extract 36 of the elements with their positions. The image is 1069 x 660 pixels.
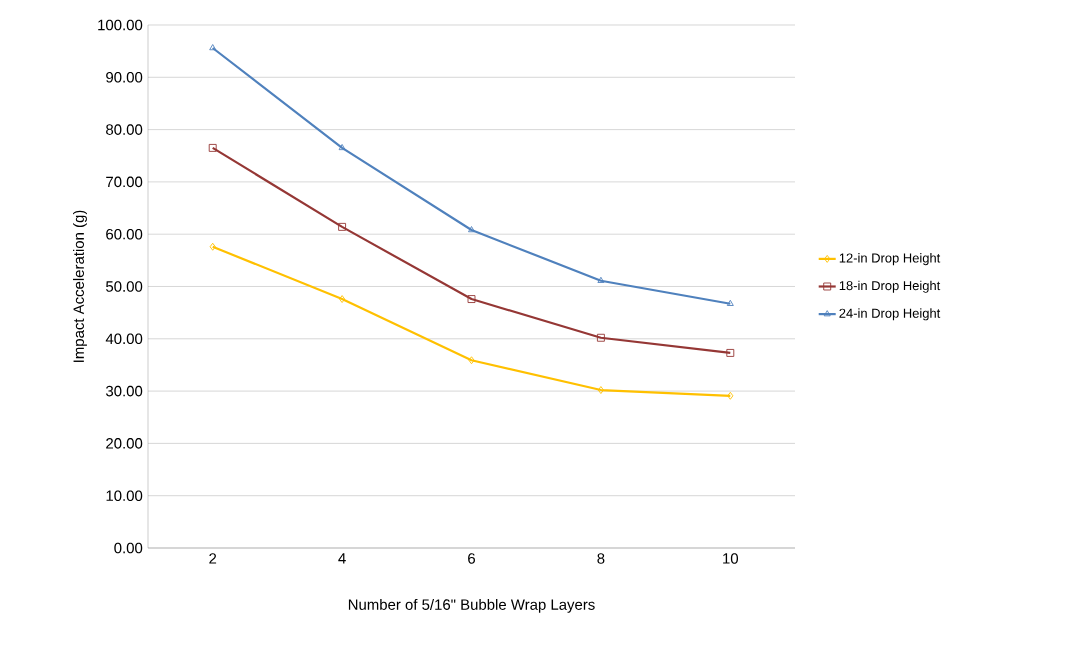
legend-label: 12-in Drop Height: [839, 253, 941, 266]
point: [339, 295, 346, 303]
point: [726, 348, 735, 357]
y-tick-label: 50.00: [106, 281, 143, 292]
point: [338, 143, 346, 151]
y-tick-label: 90.00: [106, 72, 143, 83]
y-tick-label: 30.00: [105, 385, 143, 397]
y-tick-label: 20.00: [106, 438, 143, 449]
y-tick-label: 80.00: [106, 124, 143, 135]
point: [209, 44, 217, 51]
y-axis-title: Impact Acceleration (g): [73, 210, 87, 362]
legend-label: 18-in Drop Height: [839, 280, 941, 293]
point: [597, 276, 605, 283]
legend-label: 24-in Drop Height: [839, 308, 941, 321]
y-tick-label: 10.00: [106, 490, 143, 501]
point: [209, 242, 216, 251]
point: [468, 356, 475, 365]
x-tick-label: 6: [468, 553, 475, 564]
point: [726, 299, 734, 306]
y-tick-label: 70.00: [106, 176, 143, 188]
point: [596, 333, 605, 342]
point: [467, 295, 476, 303]
point: [208, 143, 217, 152]
point: [597, 386, 604, 394]
x-tick-label: 4: [338, 553, 346, 564]
y-tick-label: 100.00: [98, 19, 143, 31]
y-tick-label: 40.00: [105, 333, 143, 345]
point: [338, 222, 347, 231]
x-tick-label: 10: [723, 553, 739, 564]
y-tick-label: 60.00: [106, 228, 143, 240]
point: [468, 226, 475, 233]
x-tick-label: 8: [597, 553, 605, 564]
x-tick-label: 2: [209, 553, 217, 564]
point: [727, 391, 734, 400]
y-tick-label: 0.00: [114, 542, 143, 554]
x-axis-title: Number of 5/16" Bubble Wrap Layers: [348, 598, 595, 613]
